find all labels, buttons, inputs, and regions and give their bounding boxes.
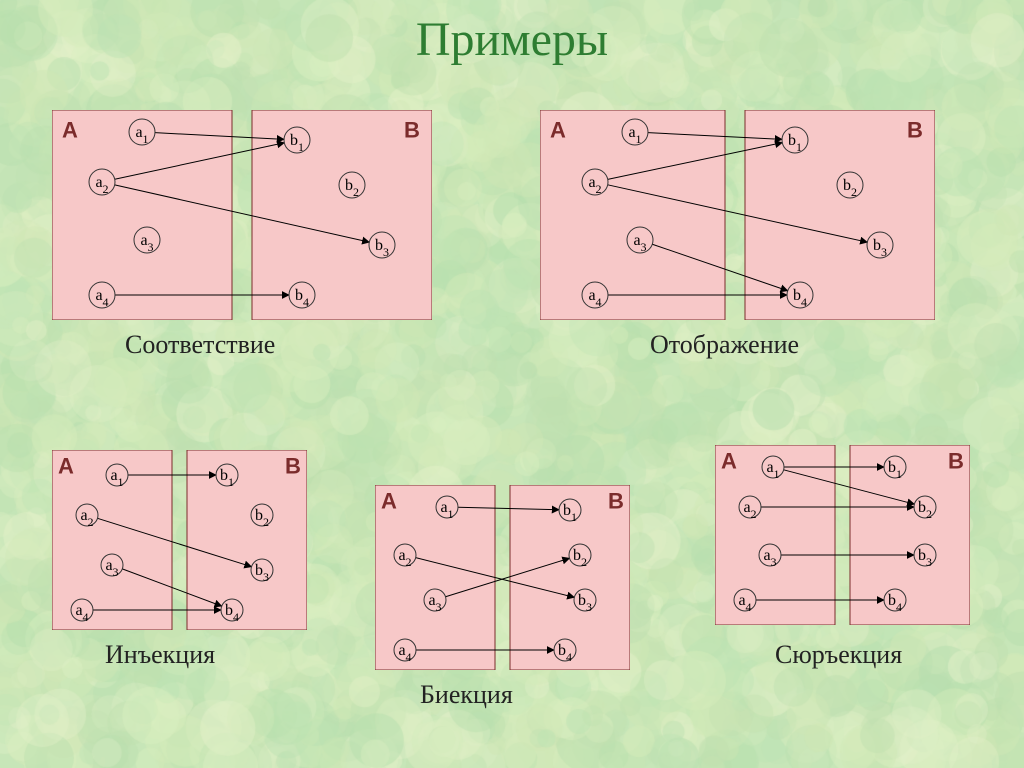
set-label-B: B (907, 118, 923, 143)
caption-correspondence: Соответствие (125, 330, 275, 360)
diagram-injection: ABa1a2a3a4b1b2b3b4 (52, 450, 307, 630)
diagram-mapping: ABa1a2a3a4b1b2b3b4 (540, 110, 935, 320)
diagram-surjection: ABa1a2a3a4b1b2b3b4 (715, 445, 970, 625)
caption-mapping: Отображение (650, 330, 799, 360)
diagram-correspondence: ABa1a2a3a4b1b2b3b4 (52, 110, 432, 320)
set-label-B: B (285, 454, 301, 479)
caption-injection: Инъекция (105, 640, 215, 670)
set-label-A: A (550, 118, 566, 143)
diagram-bijection: ABa1a2a3a4b1b2b3b4 (375, 485, 630, 670)
set-label-B: B (404, 118, 420, 143)
page-title: Примеры (0, 12, 1024, 67)
set-label-B: B (948, 449, 964, 474)
caption-bijection: Биекция (420, 680, 513, 710)
set-label-A: A (62, 118, 78, 143)
set-label-A: A (721, 449, 737, 474)
set-label-A: A (58, 454, 74, 479)
caption-surjection: Сюръекция (775, 640, 902, 670)
set-box-A (540, 110, 725, 320)
page-title-text: Примеры (416, 13, 608, 66)
set-label-B: B (608, 489, 624, 514)
set-label-A: A (381, 489, 397, 514)
